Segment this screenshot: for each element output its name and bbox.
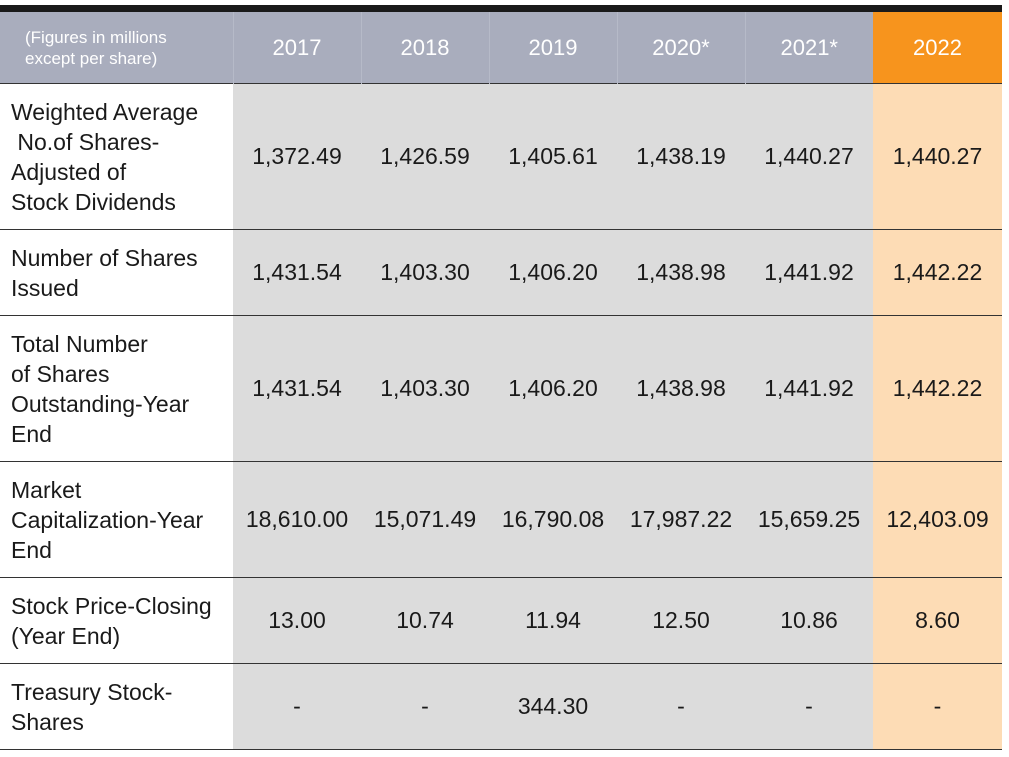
table-cell: 1,406.20	[489, 229, 617, 316]
table-cell: 1,426.59	[361, 83, 489, 230]
shares-data-table: (Figures in millions except per share) 2…	[0, 12, 1002, 750]
table-cell: 344.30	[489, 663, 617, 750]
table-row-weighted-average-shares: Weighted Average No.of Shares- Adjusted …	[0, 83, 1002, 230]
table-top-rule	[0, 5, 1002, 12]
table-cell: 1,440.27	[745, 83, 873, 230]
row-label: Treasury Stock- Shares	[0, 663, 233, 750]
table-cell: 10.86	[745, 577, 873, 664]
table-cell: 1,405.61	[489, 83, 617, 230]
table-row-stock-price-closing: Stock Price-Closing (Year End) 13.00 10.…	[0, 577, 1002, 664]
table-cell: 18,610.00	[233, 461, 361, 578]
table-cell: 1,431.54	[233, 315, 361, 462]
row-label: Number of Shares Issued	[0, 229, 233, 316]
table-cell: 15,659.25	[745, 461, 873, 578]
table-cell: 17,987.22	[617, 461, 745, 578]
units-note: (Figures in millions except per share)	[0, 12, 233, 84]
table-cell: 1,438.98	[617, 229, 745, 316]
table-cell-highlight: -	[873, 663, 1002, 750]
table-cell: -	[745, 663, 873, 750]
table-row-treasury-stock: Treasury Stock- Shares - - 344.30 - - -	[0, 663, 1002, 750]
year-header-2017: 2017	[232, 12, 361, 84]
table-cell-highlight: 1,442.22	[873, 229, 1002, 316]
table-cell-highlight: 1,442.22	[873, 315, 1002, 462]
table-row-market-capitalization: Market Capitalization-Year End 18,610.00…	[0, 461, 1002, 578]
table-cell-highlight: 12,403.09	[873, 461, 1002, 578]
table-cell: 16,790.08	[489, 461, 617, 578]
table-cell: -	[233, 663, 361, 750]
row-label: Market Capitalization-Year End	[0, 461, 233, 578]
table-cell: 1,372.49	[233, 83, 361, 230]
table-cell: -	[361, 663, 489, 750]
year-header-2022: 2022	[873, 12, 1002, 84]
table-cell: 10.74	[361, 577, 489, 664]
table-cell: 1,431.54	[233, 229, 361, 316]
table-cell: 1,403.30	[361, 229, 489, 316]
row-label: Weighted Average No.of Shares- Adjusted …	[0, 83, 233, 230]
row-label: Stock Price-Closing (Year End)	[0, 577, 233, 664]
table-cell: -	[617, 663, 745, 750]
year-header-2021: 2021*	[744, 12, 873, 84]
row-label: Total Number of Shares Outstanding-Year …	[0, 315, 233, 462]
year-header-2020: 2020*	[616, 12, 745, 84]
table-cell: 1,406.20	[489, 315, 617, 462]
table-cell: 1,441.92	[745, 229, 873, 316]
table-cell: 11.94	[489, 577, 617, 664]
table-cell-highlight: 1,440.27	[873, 83, 1002, 230]
table-row-shares-issued: Number of Shares Issued 1,431.54 1,403.3…	[0, 229, 1002, 316]
table-cell: 12.50	[617, 577, 745, 664]
year-header-2019: 2019	[488, 12, 617, 84]
table-cell: 1,441.92	[745, 315, 873, 462]
table-cell: 13.00	[233, 577, 361, 664]
table-cell: 15,071.49	[361, 461, 489, 578]
table-cell: 1,438.98	[617, 315, 745, 462]
table-cell: 1,438.19	[617, 83, 745, 230]
table-cell-highlight: 8.60	[873, 577, 1002, 664]
table-cell: 1,403.30	[361, 315, 489, 462]
header-row: (Figures in millions except per share) 2…	[0, 12, 1002, 84]
table-row-shares-outstanding: Total Number of Shares Outstanding-Year …	[0, 315, 1002, 462]
year-header-2018: 2018	[360, 12, 489, 84]
